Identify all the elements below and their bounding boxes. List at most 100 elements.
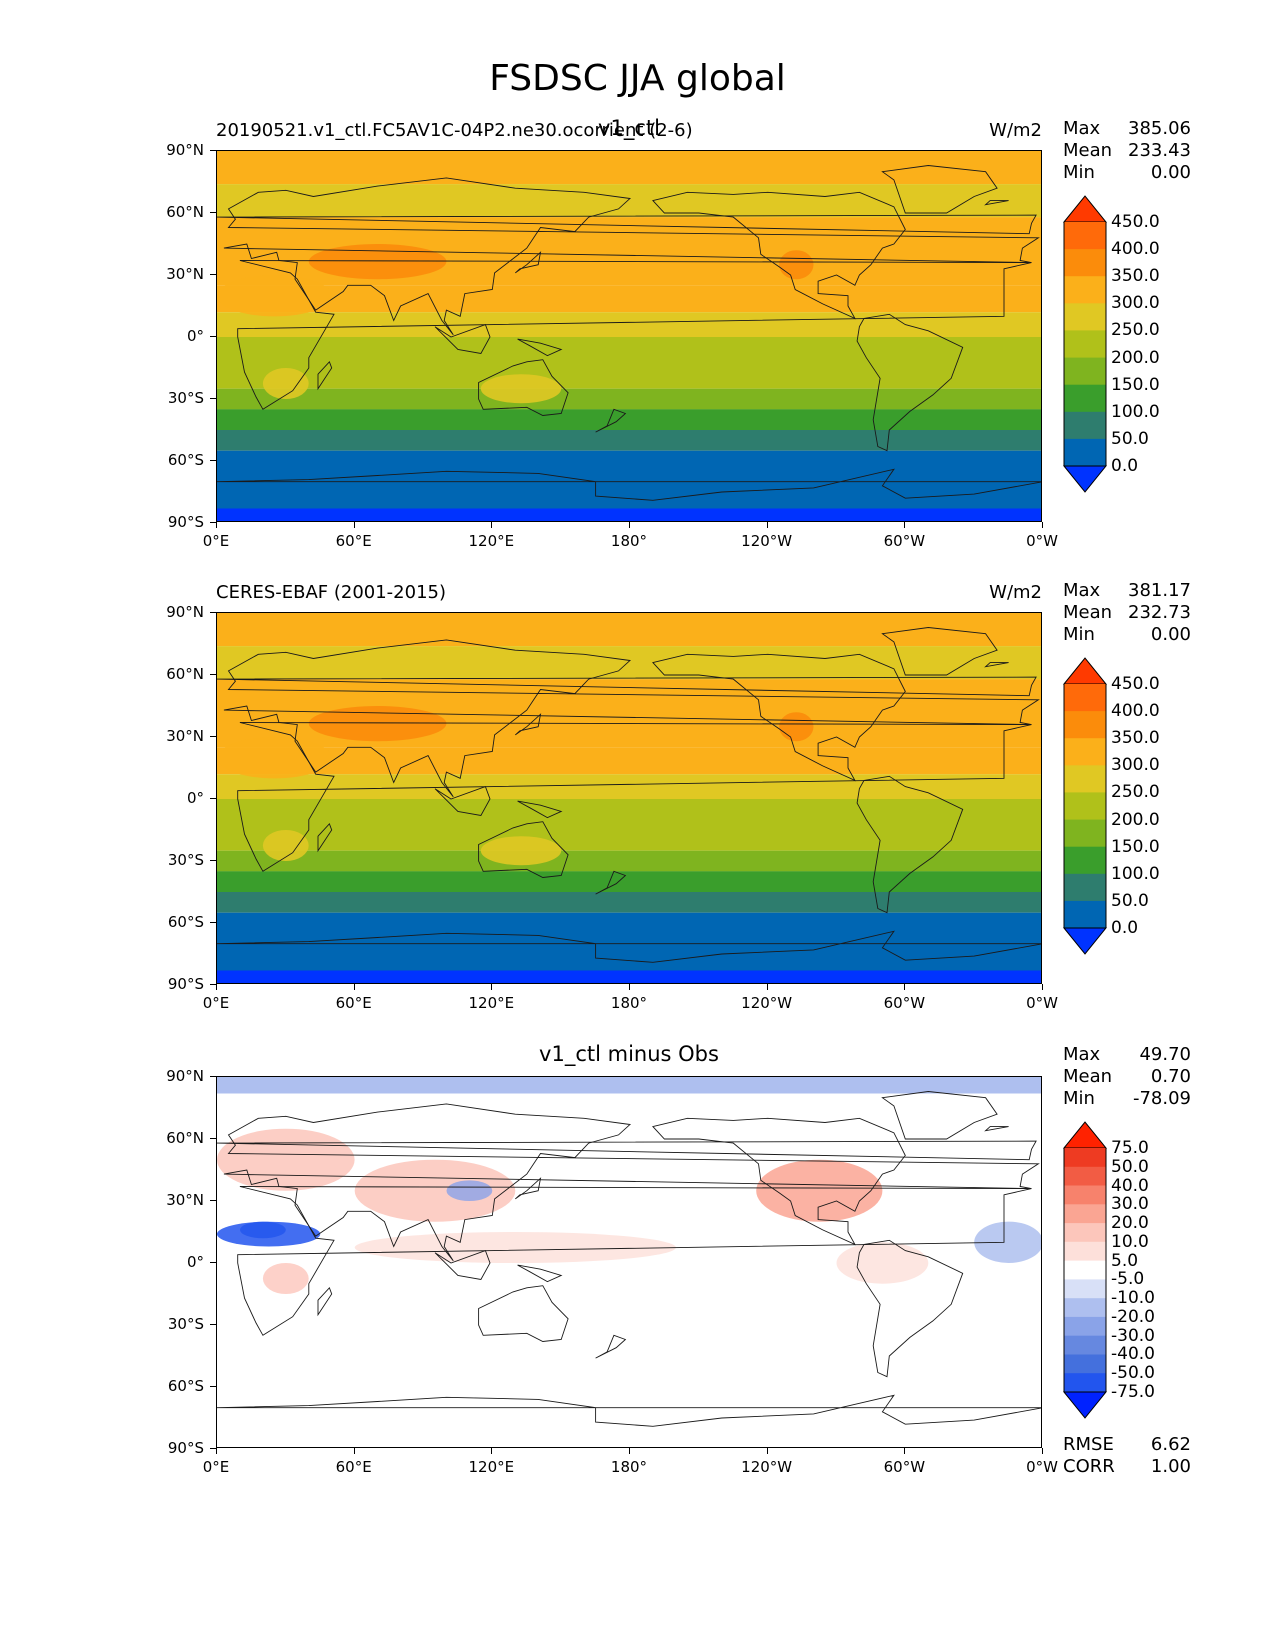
contour-patch	[217, 275, 332, 317]
x-tick-label: 60°E	[335, 1458, 372, 1476]
y-tick-label: 30°N	[166, 265, 204, 283]
y-tick-mark	[210, 674, 216, 675]
y-tick-label: 30°N	[166, 727, 204, 745]
panel-left-title: CERES-EBAF (2001-2015)	[216, 582, 447, 603]
coastline-path	[652, 1117, 906, 1246]
x-tick-mark	[904, 1448, 906, 1454]
colorbar-bin	[1064, 1335, 1106, 1355]
y-tick-label: 0°	[186, 1253, 204, 1271]
x-tick-mark	[216, 522, 217, 528]
colorbar-bin	[1064, 873, 1106, 902]
x-tick-mark	[1042, 1448, 1043, 1454]
x-tick-label: 120°W	[741, 1458, 793, 1476]
panel-center-title: v1_ctl minus Obs	[539, 1042, 719, 1066]
y-tick-mark	[210, 212, 216, 213]
contour-patch	[480, 374, 562, 404]
x-tick-mark	[904, 984, 906, 990]
y-tick-mark	[210, 1076, 216, 1077]
y-tick-label: 90°S	[167, 1439, 204, 1457]
colorbar-extend-max	[1063, 1121, 1107, 1149]
y-tick-label: 90°S	[167, 513, 204, 531]
stats-block: Max 381.17 Mean 232.73 Min 0.00	[1063, 580, 1191, 646]
coastline-path	[881, 165, 998, 214]
colorbar-tick-label: -30.0	[1111, 1325, 1155, 1346]
y-tick-mark	[210, 860, 216, 861]
colorbar	[1063, 195, 1107, 493]
contour-band	[217, 850, 1041, 872]
colorbar-tick-label: 50.0	[1111, 428, 1149, 449]
y-tick-label: 90°S	[167, 975, 204, 993]
contour-band	[217, 450, 1041, 509]
x-tick-label: 0°W	[1026, 532, 1058, 550]
contour-patch	[480, 836, 562, 866]
contour-band	[217, 646, 1041, 680]
coastline-path	[478, 359, 569, 416]
coastline-path	[217, 468, 1041, 501]
contour-patch	[308, 244, 447, 280]
x-tick-label: 120°W	[741, 532, 793, 550]
stat-label: Max	[1063, 1044, 1101, 1065]
x-tick-label: 0°E	[202, 532, 230, 550]
colorbar-bin	[1064, 438, 1106, 467]
contour-band	[217, 430, 1041, 451]
y-tick-label: 0°	[186, 789, 204, 807]
coastline-path	[217, 214, 1037, 235]
stat-label: Min	[1063, 1088, 1095, 1109]
coastline-path	[517, 800, 563, 819]
y-tick-label: 60°N	[166, 1129, 204, 1147]
y-tick-mark	[210, 922, 216, 923]
stat-label: RMSE	[1063, 1434, 1114, 1455]
colorbar-outline	[1063, 684, 1107, 928]
colorbar-bin	[1064, 1354, 1106, 1374]
contour-patch	[779, 250, 814, 280]
x-tick-label: 120°E	[468, 532, 515, 550]
colorbar-tick-label: 5.0	[1111, 1250, 1139, 1271]
contour-patch	[779, 712, 814, 742]
colorbar-bin	[1064, 900, 1106, 929]
stat-label: Mean	[1063, 1066, 1113, 1087]
colorbar-tick-label: 10.0	[1111, 1231, 1149, 1252]
colorbar-bin	[1064, 765, 1106, 793]
colorbar-tick-label: 150.0	[1111, 836, 1160, 857]
x-tick-mark	[766, 984, 768, 990]
coastline-path	[856, 775, 964, 914]
contour-patch	[262, 830, 309, 861]
colorbar-bin	[1064, 1298, 1106, 1318]
contour-patch	[756, 1159, 883, 1222]
colorbar-bin	[1064, 1166, 1106, 1187]
y-tick-label: 90°N	[166, 141, 204, 159]
colorbar-tick-label: 50.0	[1111, 1156, 1149, 1177]
y-tick-mark	[210, 798, 216, 799]
stat-value: 0.00	[1150, 624, 1191, 645]
colorbar-tick-label: 0.0	[1111, 918, 1139, 938]
colorbar-tick-label: 450.0	[1111, 674, 1160, 694]
colorbar	[1063, 657, 1107, 955]
colorbar-tick-label: -40.0	[1111, 1344, 1155, 1365]
y-tick-label: 60°S	[167, 913, 204, 931]
stat-value: 1.00	[1150, 1456, 1191, 1477]
contour-band	[217, 508, 1041, 521]
colorbar-bin	[1064, 384, 1106, 413]
x-tick-label: 60°E	[335, 532, 372, 550]
colorbar-bin	[1064, 819, 1106, 848]
contour-band	[217, 409, 1041, 430]
colorbar-tick-label: 350.0	[1111, 266, 1160, 287]
x-tick-label: 60°E	[335, 994, 372, 1012]
x-tick-label: 60°W	[883, 1458, 926, 1476]
x-tick-mark	[216, 984, 217, 990]
x-tick-label: 0°E	[202, 994, 230, 1012]
coastline-path	[515, 713, 542, 736]
stats-block: Max 49.70 Mean 0.70 Min -78.09	[1063, 1044, 1191, 1110]
y-tick-label: 90°N	[166, 1067, 204, 1085]
coastline-path	[217, 1394, 1041, 1427]
contour-band	[217, 388, 1041, 410]
panel-center-title: v1_ctl	[598, 116, 660, 140]
colorbar-bin	[1064, 792, 1106, 820]
colorbar-bin	[1064, 1241, 1106, 1262]
colorbar-bin	[1064, 276, 1106, 304]
x-tick-mark	[629, 1448, 630, 1454]
coastline-path	[478, 1285, 569, 1342]
contour-band	[217, 970, 1041, 983]
y-tick-label: 60°N	[166, 203, 204, 221]
contour-band	[217, 871, 1041, 892]
